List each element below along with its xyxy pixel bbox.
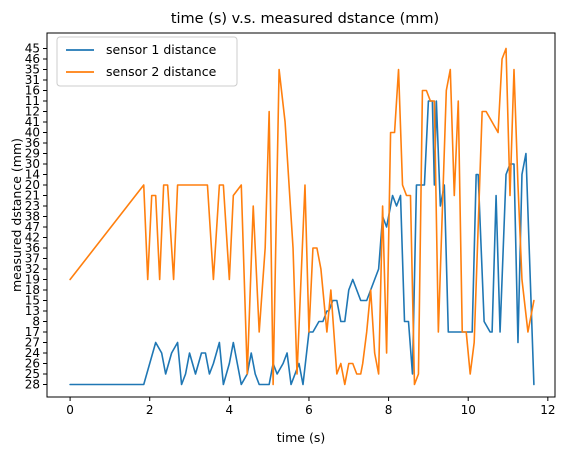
legend-entry-sensor-1: sensor 1 distance [106,42,217,57]
y-tick-label: 23 [25,199,40,213]
y-tick-label: 26 [25,357,40,371]
y-tick-label: 28 [25,378,40,392]
legend-box [56,36,238,87]
y-tick-label: 15 [25,294,40,308]
series-line-2 [69,47,535,386]
y-tick-label: 12 [25,105,40,119]
chart-title: time (s) v.s. measured dstance (mm) [171,11,439,27]
y-tick-label: 36 [25,241,40,255]
y-tick-label: 47 [25,220,40,234]
series-line-1 [69,100,535,386]
legend-entry-sensor-2: sensor 2 distance [106,64,217,79]
y-tick-label: 46 [25,52,40,66]
x-axis: 0 2 4 6 8 10 12 [66,397,555,417]
y-tick-label: 42 [25,231,40,245]
y-tick-label: 45 [25,42,40,56]
y-axis-label: measured dstance (mm) [9,138,24,292]
y-tick-label: 32 [25,262,40,276]
y-tick-label: 36 [25,136,40,150]
x-tick-label: 4 [226,403,234,417]
y-tick-label: 29 [25,147,40,161]
x-tick-label: 6 [305,403,313,417]
y-tick-label: 20 [25,178,40,192]
y-tick-label: 27 [25,336,40,350]
y-axis: 2825262427178131518193237364247382321201… [25,42,47,392]
x-axis-label: time (s) [277,430,325,445]
x-tick-label: 0 [66,403,74,417]
plot-frame [46,32,556,398]
y-tick-label: 31 [25,73,40,87]
y-tick-label: 18 [25,283,40,297]
x-tick-label: 12 [540,403,555,417]
y-tick-label: 30 [25,157,40,171]
y-tick-label: 25 [25,367,40,381]
y-tick-label: 13 [25,304,40,318]
y-tick-label: 38 [25,210,40,224]
legend: sensor 1 distance sensor 2 distance [56,36,238,87]
y-tick-label: 21 [25,189,40,203]
y-tick-label: 17 [25,325,40,339]
y-tick-label: 35 [25,63,40,77]
y-tick-label: 37 [25,252,40,266]
y-tick-label: 16 [25,84,40,98]
y-tick-label: 14 [25,168,40,182]
x-tick-label: 10 [461,403,476,417]
y-tick-label: 11 [25,94,40,108]
y-tick-label: 40 [25,126,40,140]
x-tick-label: 8 [385,403,393,417]
series-lines [69,47,535,386]
y-tick-label: 19 [25,273,40,287]
y-tick-label: 24 [25,346,40,360]
x-tick-label: 2 [146,403,154,417]
y-tick-label: 8 [32,315,40,329]
y-tick-label: 41 [25,115,40,129]
